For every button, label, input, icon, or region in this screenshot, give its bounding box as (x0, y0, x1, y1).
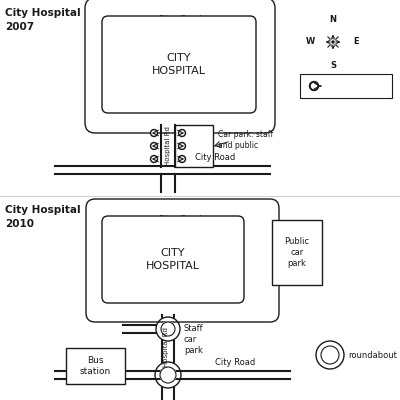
Bar (175, 125, 213, 167)
Text: Public
car
park: Public car park (284, 237, 310, 268)
Circle shape (152, 157, 156, 161)
Text: Hospital Rd: Hospital Rd (165, 126, 171, 166)
FancyBboxPatch shape (85, 0, 275, 133)
Circle shape (310, 82, 318, 90)
Text: Car park: staff
and public: Car park: staff and public (218, 130, 273, 150)
Text: CITY
HOSPITAL: CITY HOSPITAL (146, 248, 200, 271)
FancyBboxPatch shape (300, 74, 392, 98)
Circle shape (180, 157, 184, 161)
Circle shape (312, 84, 316, 88)
Circle shape (178, 130, 186, 136)
Bar (272, 220, 322, 285)
Circle shape (180, 131, 184, 135)
Text: CITY
HOSPITAL: CITY HOSPITAL (152, 53, 206, 76)
Text: E: E (353, 38, 359, 46)
Text: W: W (305, 38, 315, 46)
Circle shape (152, 144, 156, 148)
Circle shape (180, 144, 184, 148)
Text: City Hospital
2007: City Hospital 2007 (5, 8, 81, 32)
Text: Staff
car
park: Staff car park (184, 324, 204, 355)
Circle shape (150, 156, 158, 162)
Circle shape (331, 40, 335, 44)
Text: Ring Road: Ring Road (159, 15, 201, 24)
Text: City Road: City Road (215, 358, 255, 367)
Circle shape (161, 322, 175, 336)
Circle shape (178, 142, 186, 150)
Text: Bus
station: Bus station (80, 356, 111, 376)
Circle shape (332, 41, 334, 43)
Text: Ring Road: Ring Road (159, 215, 201, 224)
Text: City Hospital
2010: City Hospital 2010 (5, 205, 81, 229)
Circle shape (150, 130, 158, 136)
Text: S: S (330, 60, 336, 70)
Circle shape (152, 131, 156, 135)
Text: Bus stop: Bus stop (327, 82, 363, 90)
Circle shape (330, 38, 336, 46)
Text: City Road: City Road (195, 153, 235, 162)
FancyBboxPatch shape (86, 199, 279, 322)
Text: N: N (330, 14, 336, 24)
FancyBboxPatch shape (66, 348, 125, 384)
Text: Hospital Rd: Hospital Rd (163, 327, 169, 367)
Circle shape (321, 346, 339, 364)
Text: roundabout: roundabout (348, 350, 397, 360)
Circle shape (178, 156, 186, 162)
Circle shape (150, 142, 158, 150)
Circle shape (160, 367, 176, 383)
FancyBboxPatch shape (102, 16, 256, 113)
FancyBboxPatch shape (102, 216, 244, 303)
